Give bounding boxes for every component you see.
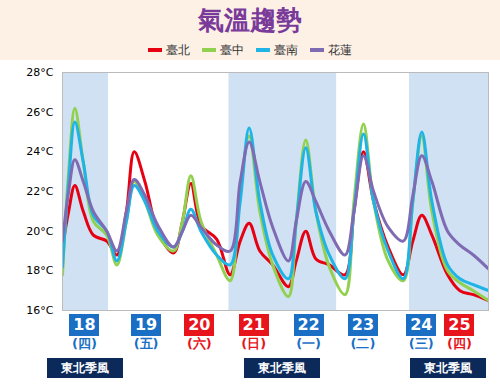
html-text:(一): (一) (296, 336, 322, 351)
html-text:(三): (三) (408, 336, 434, 351)
svg-text:22°C: 22°C (26, 185, 53, 198)
svg-text:24°C: 24°C (26, 145, 53, 158)
svg-text:16°C: 16°C (26, 304, 53, 317)
html-text:臺北: 臺北 (166, 42, 190, 57)
html-text:東北季風: 東北季風 (61, 361, 109, 375)
html-text:19: 19 (134, 315, 158, 334)
html-text:20: 20 (188, 315, 211, 334)
html-text:花蓮: 花蓮 (328, 42, 352, 57)
svg-text:18°C: 18°C (26, 264, 53, 277)
html-text:(六): (六) (186, 336, 212, 351)
html-text:(四): (四) (447, 336, 472, 351)
html-text:25: 25 (448, 315, 471, 334)
html-text:(日): (日) (241, 336, 267, 351)
svg-text:26°C: 26°C (26, 106, 53, 119)
html-text:24: 24 (410, 315, 433, 334)
svg-text:20°C: 20°C (26, 225, 53, 238)
html-text:臺南: 臺南 (274, 42, 298, 57)
html-text:(五): (五) (133, 336, 159, 351)
html-text:23: 23 (351, 315, 375, 334)
svg-text:28°C: 28°C (26, 66, 53, 79)
html-text:臺中: 臺中 (220, 42, 244, 57)
html-text:東北季風: 東北季風 (258, 361, 307, 375)
html-text:(四): (四) (72, 336, 97, 351)
html-text:18: 18 (73, 315, 96, 334)
html-text:東北季風: 東北季風 (424, 361, 473, 375)
html-text:21: 21 (242, 315, 265, 334)
html-text:(二): (二) (350, 336, 376, 351)
html-text:22: 22 (297, 315, 320, 334)
html-text:氣溫趨勢: 氣溫趨勢 (198, 5, 302, 35)
